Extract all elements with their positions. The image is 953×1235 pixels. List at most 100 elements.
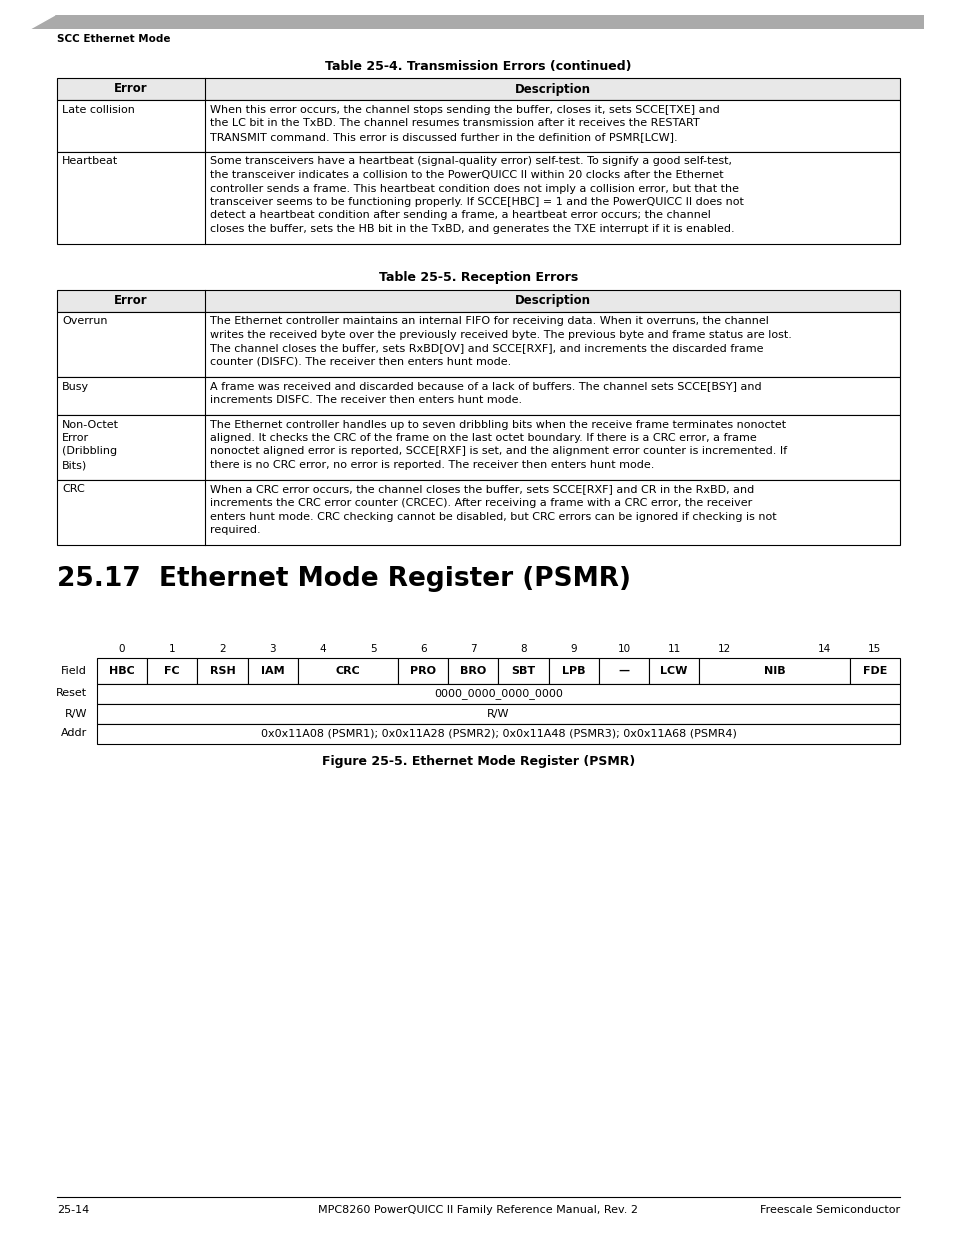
Text: Error: Error — [114, 294, 148, 308]
Bar — [147, 657, 197, 683]
Text: NIB: NIB — [763, 666, 784, 676]
Text: Addr: Addr — [61, 729, 87, 739]
Bar — [97, 657, 147, 683]
Bar — [97, 704, 899, 724]
Text: Table 25-5. Reception Errors: Table 25-5. Reception Errors — [378, 272, 578, 284]
Text: 2: 2 — [219, 645, 226, 655]
Text: RSH: RSH — [210, 666, 235, 676]
Bar — [648, 657, 699, 683]
Text: A frame was received and discarded because of a lack of buffers. The channel set: A frame was received and discarded becau… — [210, 382, 760, 391]
Text: 0: 0 — [119, 645, 125, 655]
Bar — [297, 657, 397, 683]
Text: 5: 5 — [370, 645, 375, 655]
Bar — [30, 15, 923, 28]
Text: SCC Ethernet Mode: SCC Ethernet Mode — [57, 35, 171, 44]
Text: 9: 9 — [570, 645, 577, 655]
Text: Overrun: Overrun — [62, 316, 108, 326]
Text: writes the received byte over the previously received byte. The previous byte an: writes the received byte over the previo… — [210, 330, 791, 340]
Text: Figure 25-5. Ethernet Mode Register (PSMR): Figure 25-5. Ethernet Mode Register (PSM… — [321, 756, 635, 768]
Text: 7: 7 — [470, 645, 476, 655]
Bar — [397, 657, 448, 683]
Text: detect a heartbeat condition after sending a frame, a heartbeat error occurs; th: detect a heartbeat condition after sendi… — [210, 210, 710, 221]
Text: Description: Description — [514, 83, 590, 95]
Text: PRO: PRO — [410, 666, 436, 676]
Text: MPC8260 PowerQUICC II Family Reference Manual, Rev. 2: MPC8260 PowerQUICC II Family Reference M… — [318, 1205, 638, 1215]
Text: enters hunt mode. CRC checking cannot be disabled, but CRC errors can be ignored: enters hunt mode. CRC checking cannot be… — [210, 511, 776, 521]
Text: R/W: R/W — [487, 709, 509, 719]
Text: The Ethernet controller handles up to seven dribbling bits when the receive fram: The Ethernet controller handles up to se… — [210, 420, 785, 430]
Text: 10: 10 — [617, 645, 630, 655]
Bar — [57, 311, 899, 377]
Bar — [57, 479, 899, 545]
Bar — [57, 289, 899, 311]
Text: The Ethernet controller maintains an internal FIFO for receiving data. When it o: The Ethernet controller maintains an int… — [210, 316, 768, 326]
Text: R/W: R/W — [65, 709, 87, 719]
Text: aligned. It checks the CRC of the frame on the last octet boundary. If there is : aligned. It checks the CRC of the frame … — [210, 433, 756, 443]
Text: 11: 11 — [667, 645, 680, 655]
Text: Error: Error — [114, 83, 148, 95]
Text: 25-14: 25-14 — [57, 1205, 90, 1215]
Text: required.: required. — [210, 525, 260, 535]
Text: Description: Description — [514, 294, 590, 308]
Text: 12: 12 — [717, 645, 730, 655]
Bar — [97, 724, 899, 743]
Text: the LC bit in the TxBD. The channel resumes transmission after it receives the R: the LC bit in the TxBD. The channel resu… — [210, 119, 699, 128]
Text: transceiver seems to be functioning properly. If SCCE[HBC] = 1 and the PowerQUIC: transceiver seems to be functioning prop… — [210, 198, 743, 207]
Text: LPB: LPB — [561, 666, 585, 676]
Bar — [699, 657, 849, 683]
Text: CRC: CRC — [62, 484, 85, 494]
Text: increments the CRC error counter (CRCEC). After receiving a frame with a CRC err: increments the CRC error counter (CRCEC)… — [210, 498, 752, 508]
Text: 25.17  Ethernet Mode Register (PSMR): 25.17 Ethernet Mode Register (PSMR) — [57, 567, 630, 593]
Text: Bits): Bits) — [62, 459, 87, 471]
Bar — [57, 377, 899, 415]
Text: BRO: BRO — [459, 666, 486, 676]
Text: HBC: HBC — [109, 666, 134, 676]
Text: TRANSMIT command. This error is discussed further in the definition of PSMR[LCW]: TRANSMIT command. This error is discusse… — [210, 132, 677, 142]
Text: FDE: FDE — [862, 666, 886, 676]
Text: 4: 4 — [319, 645, 326, 655]
Bar — [197, 657, 247, 683]
Text: 1: 1 — [169, 645, 175, 655]
Text: Busy: Busy — [62, 382, 89, 391]
Bar — [57, 415, 899, 479]
Bar — [448, 657, 498, 683]
Text: Some transceivers have a heartbeat (signal-quality error) self-test. To signify : Some transceivers have a heartbeat (sign… — [210, 157, 731, 167]
Text: closes the buffer, sets the HB bit in the TxBD, and generates the TXE interrupt : closes the buffer, sets the HB bit in th… — [210, 224, 734, 233]
Text: Heartbeat: Heartbeat — [62, 157, 118, 167]
Text: 8: 8 — [519, 645, 526, 655]
Text: increments DISFC. The receiver then enters hunt mode.: increments DISFC. The receiver then ente… — [210, 395, 521, 405]
Text: —: — — [618, 666, 629, 676]
Text: there is no CRC error, no error is reported. The receiver then enters hunt mode.: there is no CRC error, no error is repor… — [210, 459, 654, 471]
Text: FC: FC — [164, 666, 180, 676]
Text: Error: Error — [62, 433, 89, 443]
Text: 6: 6 — [419, 645, 426, 655]
Text: Field: Field — [61, 666, 87, 676]
Bar — [57, 152, 899, 243]
Bar — [849, 657, 899, 683]
Text: the transceiver indicates a collision to the PowerQUICC II within 20 clocks afte: the transceiver indicates a collision to… — [210, 170, 723, 180]
Text: IAM: IAM — [260, 666, 284, 676]
Text: LCW: LCW — [659, 666, 687, 676]
Text: The channel closes the buffer, sets RxBD[OV] and SCCE[RXF], and increments the d: The channel closes the buffer, sets RxBD… — [210, 343, 762, 353]
Text: Reset: Reset — [56, 688, 87, 699]
Text: Table 25-4. Transmission Errors (continued): Table 25-4. Transmission Errors (continu… — [325, 61, 631, 73]
Text: Freescale Semiconductor: Freescale Semiconductor — [760, 1205, 899, 1215]
Bar — [548, 657, 598, 683]
Bar — [498, 657, 548, 683]
Text: nonoctet aligned error is reported, SCCE[RXF] is set, and the alignment error co: nonoctet aligned error is reported, SCCE… — [210, 447, 786, 457]
Bar — [57, 78, 899, 100]
Text: 15: 15 — [867, 645, 881, 655]
Text: SBT: SBT — [511, 666, 535, 676]
Text: 0000_0000_0000_0000: 0000_0000_0000_0000 — [434, 688, 562, 699]
Text: controller sends a frame. This heartbeat condition does not imply a collision er: controller sends a frame. This heartbeat… — [210, 184, 739, 194]
Text: 3: 3 — [269, 645, 275, 655]
Text: When this error occurs, the channel stops sending the buffer, closes it, sets SC: When this error occurs, the channel stop… — [210, 105, 719, 115]
Text: 0x0x11A08 (PSMR1); 0x0x11A28 (PSMR2); 0x0x11A48 (PSMR3); 0x0x11A68 (PSMR4): 0x0x11A08 (PSMR1); 0x0x11A28 (PSMR2); 0x… — [260, 729, 736, 739]
Polygon shape — [30, 15, 55, 28]
Bar — [97, 683, 899, 704]
Bar — [598, 657, 648, 683]
Text: Late collision: Late collision — [62, 105, 134, 115]
Text: counter (DISFC). The receiver then enters hunt mode.: counter (DISFC). The receiver then enter… — [210, 357, 511, 367]
Bar — [57, 100, 899, 152]
Text: CRC: CRC — [335, 666, 360, 676]
